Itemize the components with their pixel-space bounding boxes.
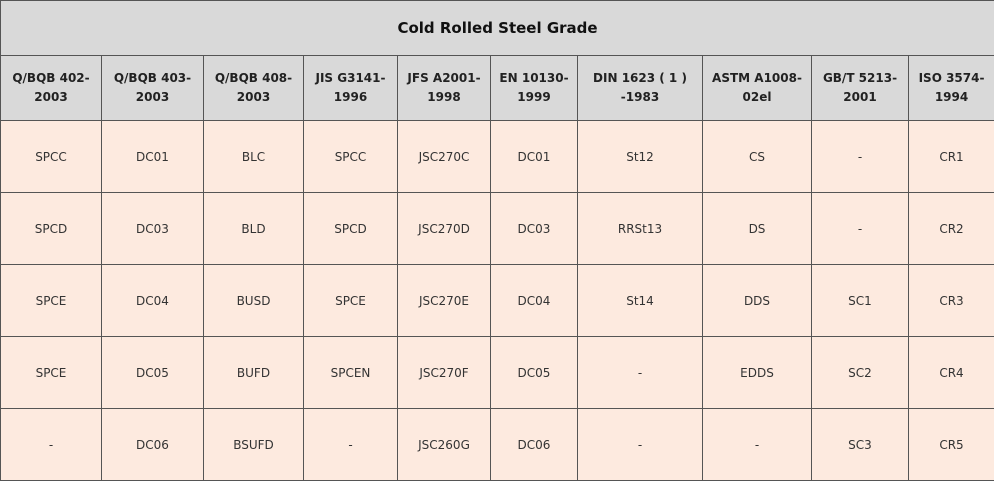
table-cell: CR2 <box>907 192 994 265</box>
header-row: Q/BQB 402-2003 Q/BQB 403-2003 Q/BQB 408-20… <box>0 55 994 121</box>
header-cell: ASTM A1008-02el <box>702 55 812 121</box>
table-cell: - <box>577 336 703 409</box>
table-cell: SPCE <box>0 336 102 409</box>
header-cell: JIS G3141-1996 <box>303 55 398 121</box>
header-cell: ISO 3574-1994 <box>907 55 994 121</box>
table-cell: SPCEN <box>303 336 398 409</box>
table-cell: DC01 <box>101 120 204 193</box>
table-cell: - <box>0 408 102 481</box>
header-cell: JFS A2001-1998 <box>397 55 491 121</box>
table-cell: DC03 <box>490 192 578 265</box>
table-cell: SC2 <box>811 336 909 409</box>
table-cell: DC04 <box>490 264 578 337</box>
table-cell: CR5 <box>907 408 994 481</box>
table-cell: St14 <box>577 264 703 337</box>
table-cell: BUFD <box>203 336 304 409</box>
table-cell: JSC270D <box>397 192 491 265</box>
table-cell: DS <box>702 192 812 265</box>
table-cell: - <box>811 120 909 193</box>
table-row: - DC06 BSUFD - JSC260G DC06- - SC3 CR5 <box>0 408 994 481</box>
table-cell: DC05 <box>101 336 204 409</box>
table-row: SPCC DC01 BLC SPCC JSC270C DC01 St12 CS - CR1 <box>0 120 994 193</box>
table-cell: JSC270F <box>397 336 491 409</box>
table-cell: JSC260G <box>397 408 491 481</box>
table-cell: DDS <box>702 264 812 337</box>
table-cell: DC06 <box>490 408 578 481</box>
table-cell: CR4 <box>907 336 994 409</box>
table-title: Cold Rolled Steel Grade <box>0 0 994 56</box>
table-row: SPCD DC03 BLD SPCD JSC270D DC03 RRSt13 DS - CR2 <box>0 192 994 265</box>
table-cell: SC3 <box>811 408 909 481</box>
table-cell: BUSD <box>203 264 304 337</box>
header-cell: EN 10130-1999 <box>490 55 578 121</box>
table-cell: - <box>811 192 909 265</box>
table-cell: SPCE <box>303 264 398 337</box>
header-cell: Q/BQB 402-2003 <box>0 55 102 121</box>
table-cell: CR1 <box>907 120 994 193</box>
table-row: SPCE DC04 BUSD SPCE JSC270E DC04 St14 DDS SC1 CR3 <box>0 264 994 337</box>
table-cell: DC05 <box>490 336 578 409</box>
table-cell: BLD <box>203 192 304 265</box>
table-body: SPCC DC01 BLC SPCC JSC270C DC01 St12 CS - CR1 SPCD… <box>0 120 994 481</box>
table-cell: JSC270C <box>397 120 491 193</box>
header-cell: DIN 1623 ( 1 ) -1983 <box>577 55 703 121</box>
table-cell: - <box>577 408 703 481</box>
table-cell: CS <box>702 120 812 193</box>
table-cell: BLC <box>203 120 304 193</box>
table-cell: St12 <box>577 120 703 193</box>
table-cell: JSC270E <box>397 264 491 337</box>
table-cell: DC06 <box>101 408 204 481</box>
table-row: SPCE DC05 BUFD SPCEN JSC270F DC05- EDDS SC2 CR4 <box>0 336 994 409</box>
header-cell: Q/BQB 408-2003 <box>203 55 304 121</box>
table-cell: - <box>303 408 398 481</box>
table-cell: SPCC <box>0 120 102 193</box>
table-cell: BSUFD <box>203 408 304 481</box>
table-cell: DC03 <box>101 192 204 265</box>
table-cell: DC01 <box>490 120 578 193</box>
table-cell: SPCE <box>0 264 102 337</box>
table-cell: SPCD <box>0 192 102 265</box>
table-cell: SC1 <box>811 264 909 337</box>
table-cell: EDDS <box>702 336 812 409</box>
table-cell: RRSt13 <box>577 192 703 265</box>
header-cell: GB/T 5213-2001 <box>811 55 909 121</box>
table-cell: - <box>702 408 812 481</box>
table-cell: CR3 <box>907 264 994 337</box>
table-cell: SPCC <box>303 120 398 193</box>
header-cell: Q/BQB 403-2003 <box>101 55 204 121</box>
table-cell: DC04 <box>101 264 204 337</box>
table-cell: SPCD <box>303 192 398 265</box>
